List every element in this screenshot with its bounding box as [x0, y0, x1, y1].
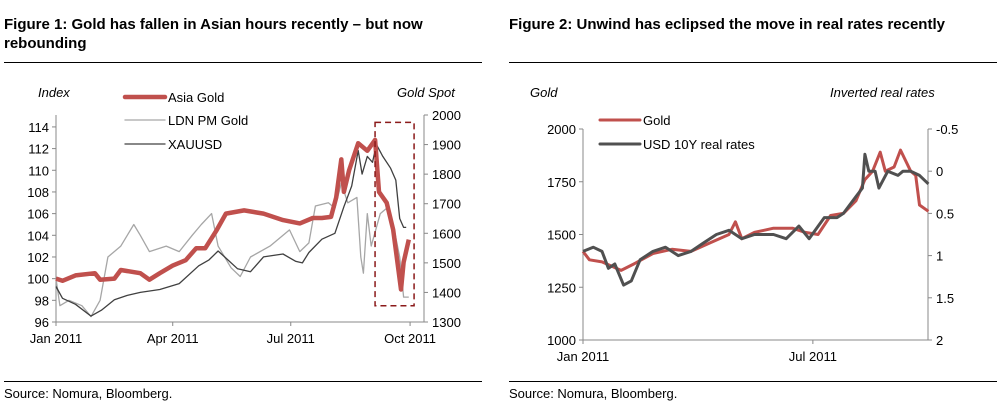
chart1-y-tick-label: 114: [28, 120, 49, 135]
chart2-y-tick-label: 1000: [547, 333, 576, 348]
chart1-y-tick-label: 102: [27, 250, 49, 265]
chart1-x-tick-label: Apr 2011: [147, 331, 199, 346]
chart2-y2-axis-label: Inverted real rates: [830, 85, 935, 100]
figure-2-source: Source: Nomura, Bloomberg.: [509, 386, 678, 401]
chart1-x-tick-label: Oct 2011: [384, 331, 436, 346]
chart1-y-tick-label: 108: [27, 185, 49, 200]
chart1-legend-label: LDN PM Gold: [168, 113, 248, 128]
chart2-x-tick-label: Jul 2011: [789, 349, 837, 364]
chart1-y2-tick-label: 2000: [432, 108, 461, 123]
chart2-y2-tick-label: 2: [936, 333, 943, 348]
figure-2-source-rule: [509, 381, 997, 382]
figure-2-title: Figure 2: Unwind has eclipsed the move i…: [509, 16, 945, 33]
chart1-y2-axis-label: Gold Spot: [397, 85, 456, 100]
chart1-y2-tick-label: 1900: [432, 138, 461, 153]
chart1-y-tick-label: 110: [28, 163, 49, 178]
figure-1-title: Figure 1: Gold has fallen in Asian hours…: [4, 16, 423, 52]
chart2-y-tick-label: 1250: [547, 280, 576, 295]
chart1-y-tick-label: 100: [27, 272, 49, 287]
chart1-y2-tick-label: 1300: [432, 315, 461, 330]
chart1-y2-tick-label: 1800: [432, 167, 461, 182]
chart1-y-tick-label: 112: [28, 142, 49, 157]
chart1-x-tick-label: Jul 2011: [267, 331, 315, 346]
chart1-highlight-box: [374, 121, 415, 307]
chart2-y2-tick-label: 0: [936, 164, 943, 179]
chart2-y2-tick-label: 0.5: [936, 206, 954, 221]
chart2-y2-tick-label: 1.5: [936, 291, 954, 306]
chart2-y-tick-label: 1750: [547, 175, 576, 190]
chart2-y-axis-label: Gold: [530, 85, 558, 100]
figure-1-source-rule: [4, 381, 482, 382]
chart2-y2-tick-label: 1: [936, 249, 943, 264]
chart2-y-tick-label: 1500: [547, 228, 576, 243]
chart2-legend-label: Gold: [643, 113, 670, 128]
chart1-y-tick-label: 104: [27, 228, 49, 243]
chart1-y-tick-label: 96: [35, 315, 49, 330]
chart1-legend-label: XAUUSD: [168, 137, 222, 152]
chart2-legend-label: USD 10Y real rates: [643, 137, 755, 152]
chart1-y2-tick-label: 1400: [432, 285, 461, 300]
chart1-y2-tick-label: 1700: [432, 197, 461, 212]
figure-2-rule: [509, 62, 997, 63]
chart1-legend-label: Asia Gold: [168, 90, 224, 105]
chart1-series-ldn-pm-gold: [55, 182, 409, 318]
chart2-y-tick-label: 2000: [547, 122, 576, 137]
figure-1-rule: [4, 62, 482, 63]
chart1-y2-tick-label: 1500: [432, 256, 461, 271]
chart2-series-usd-10y-real-rates: [582, 152, 930, 287]
chart1-y2-tick-label: 1600: [432, 226, 461, 241]
chart2-series-gold: [581, 148, 930, 272]
chart1-series-asia-gold: [55, 137, 411, 292]
chart2-y2-tick-label: -0.5: [936, 122, 958, 137]
figure-1-source: Source: Nomura, Bloomberg.: [4, 386, 173, 401]
chart1-y-axis-label: Index: [38, 85, 70, 100]
chart1-x-tick-label: Jan 2011: [30, 331, 83, 346]
chart1-y-tick-label: 106: [27, 207, 49, 222]
chart1-series-xauusd: [55, 143, 407, 317]
chart1-y-tick-label: 98: [35, 293, 49, 308]
chart2-x-tick-label: Jan 2011: [557, 349, 610, 364]
